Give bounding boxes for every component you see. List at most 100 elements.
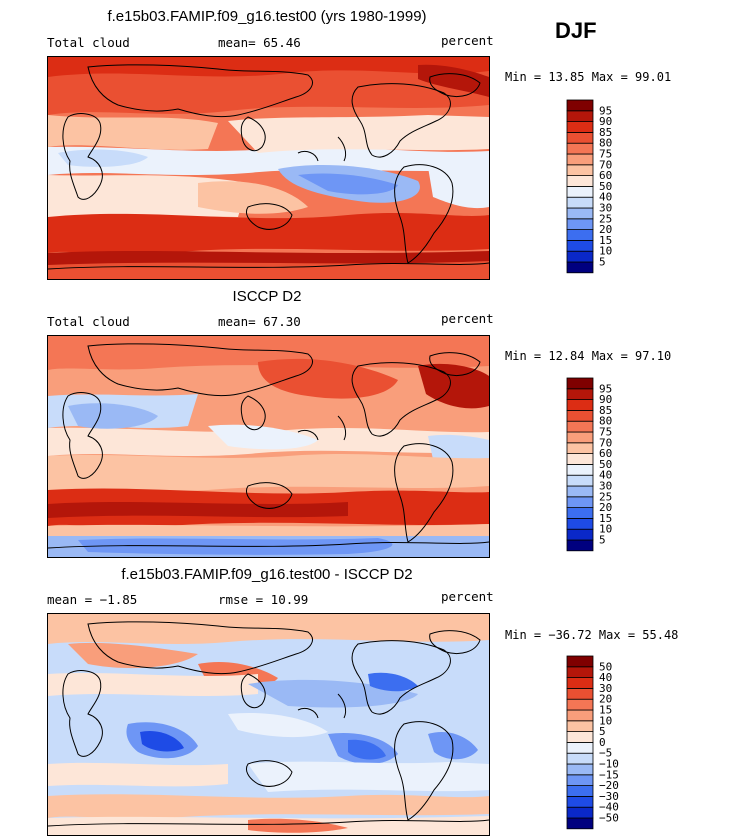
colorbar-tick-label: 15: [599, 512, 612, 525]
panel-3-colorbar: −50 −40 −30 −20 −15 −10 −5 0 5 10 15 20 30 40 50: [566, 655, 627, 830]
panel-3-units-label: percent: [441, 589, 494, 604]
colorbar-swatch: [566, 153, 594, 166]
panel-2-mean-label: mean= 67.30: [218, 314, 301, 329]
colorbar-swatch: [566, 410, 594, 422]
panel-1-variable-label: Total cloud: [47, 35, 130, 50]
panel-3-rmse-label: rmse = 10.99: [218, 592, 309, 607]
colorbar-tick-label: −50: [599, 812, 619, 825]
panel-1-map-svg: [48, 57, 489, 279]
panel-3-mean-label: mean = −1.85: [47, 592, 138, 607]
colorbar-tick-label: 30: [599, 202, 612, 215]
colorbar-tick-label: −15: [599, 768, 619, 781]
colorbar-swatch: [566, 666, 594, 679]
colorbar-tick-label: −40: [599, 801, 619, 814]
colorbar-swatch: [566, 110, 594, 123]
colorbar-swatch: [566, 677, 594, 689]
colorbar-tick-label: 5: [599, 256, 606, 269]
colorbar-tick-label: 20: [599, 501, 612, 514]
colorbar-tick-label: 90: [599, 115, 612, 128]
panel-2-title: ISCCP D2: [232, 288, 302, 305]
colorbar-swatch: [566, 474, 594, 487]
panel-1-title: f.e15b03.FAMIP.f09_g16.test00 (yrs 1980-…: [107, 8, 427, 25]
colorbar-swatch: [566, 218, 594, 231]
colorbar-tick-label: 25: [599, 212, 612, 225]
colorbar-tick-label: 80: [599, 415, 612, 428]
colorbar-tick-label: 40: [599, 469, 612, 482]
colorbar-swatch: [566, 752, 594, 765]
colorbar-tick-label: 15: [599, 704, 612, 717]
colorbar-swatch: [566, 250, 594, 263]
panel-2-units-label: percent: [441, 311, 494, 326]
colorbar-tick-label: 60: [599, 169, 612, 182]
colorbar-swatch: [566, 229, 594, 241]
colorbar-tick-label: 70: [599, 436, 612, 449]
colorbar-tick-label: 10: [599, 245, 612, 258]
colorbar-tick-label: 10: [599, 523, 612, 536]
colorbar-swatch: [566, 817, 594, 830]
panel-1-minmax: Min = 13.85 Max = 99.01: [505, 70, 672, 84]
colorbar-swatch: [566, 186, 594, 198]
panel-2-minmax: Min = 12.84 Max = 97.10: [505, 349, 672, 363]
season-label: DJF: [555, 18, 597, 43]
colorbar-swatch: [566, 731, 594, 743]
colorbar-tick-label: 20: [599, 223, 612, 236]
colorbar-tick-label: 60: [599, 447, 612, 460]
colorbar-swatch: [566, 132, 594, 144]
colorbar-tick-label: 40: [599, 191, 612, 204]
colorbar-swatch: [566, 698, 594, 711]
colorbar-swatch: [566, 774, 594, 787]
colorbar-tick-label: 75: [599, 148, 612, 161]
colorbar-swatch: [566, 709, 594, 722]
colorbar-swatch: [566, 388, 594, 401]
colorbar-tick-label: 70: [599, 158, 612, 171]
colorbar-tick-label: 85: [599, 404, 612, 417]
colorbar-swatch: [566, 431, 594, 444]
colorbar-tick-label: 50: [599, 660, 612, 673]
colorbar-swatch: [566, 763, 594, 776]
colorbar-swatch: [566, 261, 594, 274]
colorbar-tick-label: 90: [599, 393, 612, 406]
colorbar-swatch: [566, 507, 594, 519]
colorbar-tick-label: 80: [599, 137, 612, 150]
colorbar-tick-label: −5: [599, 747, 612, 760]
panel-2-map: [47, 335, 490, 558]
colorbar-swatch: [566, 239, 594, 252]
colorbar-tick-label: 85: [599, 126, 612, 139]
colorbar-tick-label: −10: [599, 758, 619, 771]
panel-3-map-svg: [48, 614, 489, 835]
colorbar-swatch: [566, 453, 594, 465]
colorbar-swatch: [566, 785, 594, 797]
colorbar-swatch: [566, 164, 594, 177]
panel-2-variable-label: Total cloud: [47, 314, 130, 329]
colorbar-tick-label: 95: [599, 382, 612, 395]
colorbar-tick-label: 95: [599, 104, 612, 117]
panel-1-map: [47, 56, 490, 280]
colorbar-swatch: [566, 528, 594, 541]
colorbar-tick-label: 5: [599, 725, 606, 738]
colorbar-tick-label: 25: [599, 490, 612, 503]
colorbar-swatch: [566, 399, 594, 411]
colorbar-swatch: [566, 795, 594, 808]
colorbar-tick-label: −30: [599, 790, 619, 803]
panel-3-minmax: Min = −36.72 Max = 55.48: [505, 628, 679, 642]
colorbar-swatch: [566, 196, 594, 209]
colorbar-swatch: [566, 688, 594, 700]
colorbar-tick-label: 20: [599, 693, 612, 706]
panel-1-colorbar: 5 10 15 20 25 30 40 50 60 70 75 80 85 90 95: [566, 99, 627, 274]
colorbar-tick-label: 15: [599, 234, 612, 247]
colorbar-swatch: [566, 496, 594, 509]
panel-1-units-label: percent: [441, 33, 494, 48]
colorbar-tick-label: 30: [599, 480, 612, 493]
colorbar-swatch: [566, 806, 594, 819]
colorbar-swatch: [566, 99, 594, 112]
colorbar-tick-label: 0: [599, 736, 606, 749]
colorbar-swatch: [566, 175, 594, 187]
panel-2-colorbar: 5 10 15 20 25 30 40 50 60 70 75 80 85 90 95: [566, 377, 627, 552]
colorbar-tick-label: 5: [599, 534, 606, 547]
panel-3-title: f.e15b03.FAMIP.f09_g16.test00 - ISCCP D2: [121, 566, 413, 583]
colorbar-tick-label: 50: [599, 180, 612, 193]
colorbar-tick-label: 75: [599, 426, 612, 439]
